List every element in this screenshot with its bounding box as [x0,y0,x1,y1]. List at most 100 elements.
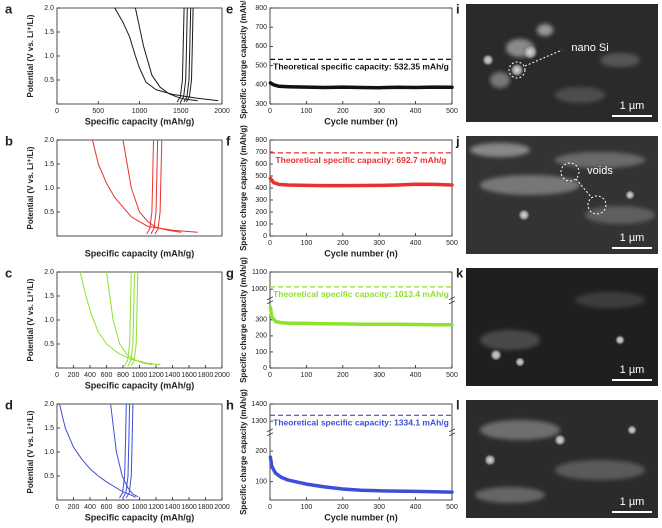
x-tick-label: 1200 [148,504,164,511]
y-axis-label: Potential (V vs. Li⁺/Li) [26,146,35,229]
x-tick-label: 1000 [132,372,148,379]
axis-break [448,296,456,305]
y-tick-label: 500 [255,173,267,180]
y-tick-label: 200 [255,333,267,340]
plot-frame [56,271,223,369]
plot-frame [269,7,453,105]
x-tick-label: 200 [337,240,349,247]
sem-k [466,268,658,386]
y-axis-label: Specific charge capacity (mAh/g) [239,0,248,119]
image-annotation: nano Si [571,42,608,54]
x-axis-label: Specific capacity (mAh/g) [85,116,195,126]
x-tick-label: 1800 [198,372,214,379]
x-tick-label: 400 [410,504,422,511]
data-line [186,7,194,103]
x-tick-label: 800 [117,504,129,511]
x-tick-label: 0 [268,240,272,247]
y-tick-label: 1.5 [44,293,54,300]
y-tick-label: 200 [255,209,267,216]
axis-break [448,428,456,437]
x-tick-label: 400 [84,504,96,511]
y-tick-label: 300 [255,317,267,324]
data-line [154,139,163,235]
plot-frame [56,403,223,501]
data-line [146,139,154,235]
y-tick-label: 100 [255,221,267,228]
x-axis-label: Specific capacity (mAh/g) [85,512,195,522]
y-tick-label: 2.0 [44,5,54,12]
data-line [124,271,132,367]
y-tick-label: 700 [255,149,267,156]
panel-label: l [456,397,460,412]
data-line [268,81,454,90]
x-tick-label: 2000 [214,372,230,379]
y-tick-label: 1100 [252,269,267,276]
x-axis-label: Cycle number (n) [324,116,398,126]
reference-label: Theoretical specific capacity: 692.7 mAh… [275,155,446,165]
y-tick-label: 1.5 [44,29,54,36]
image-annotation: voids [587,165,613,177]
reference-label: Theoretical specific capacity: 532.35 mA… [273,62,449,72]
reference-label: Theoretical specific capacity: 1334.1 mA… [273,418,449,428]
y-axis-label: Potential (V vs. Li⁺/Li) [26,278,35,361]
y-tick-label: 700 [255,24,267,31]
x-axis-label: Cycle number (n) [324,248,398,258]
y-tick-label: 1.0 [44,449,54,456]
y-axis-label: Specific charge capacity (mAh/g) [239,125,248,251]
data-line [134,7,198,102]
y-axis-label: Potential (V vs. Li⁺/Li) [26,410,35,493]
y-tick-label: 0 [263,233,267,240]
y-tick-label: 1300 [251,418,267,425]
scale-bar-label: 1 µm [620,232,645,244]
y-tick-label: 0.5 [44,77,54,84]
x-tick-label: 500 [446,504,458,511]
y-tick-label: 1.5 [44,425,54,432]
x-tick-label: 1800 [198,504,214,511]
y-tick-label: 100 [255,479,267,486]
y-tick-label: 2.0 [44,269,54,276]
x-tick-label: 0 [55,108,59,115]
y-tick-label: 0 [263,365,267,372]
x-tick-label: 500 [446,108,458,115]
x-tick-label: 100 [301,240,313,247]
y-tick-label: 400 [255,82,267,89]
x-axis-label: Specific capacity (mAh/g) [85,380,195,390]
y-tick-label: 100 [255,349,267,356]
y-tick-label: 300 [255,197,267,204]
x-tick-label: 600 [101,372,113,379]
data-line [122,403,131,499]
y-tick-label: 2.0 [44,401,54,408]
y-tick-label: 1.5 [44,161,54,168]
y-tick-label: 300 [255,101,267,108]
data-line [183,7,192,103]
y-tick-label: 0.5 [44,209,54,216]
x-tick-label: 400 [410,240,422,247]
y-axis-label: Specific charge capacity (mAh/g) [239,389,248,515]
data-line [127,271,136,367]
x-tick-label: 200 [68,504,80,511]
panel-label: k [456,265,464,280]
data-line [180,7,188,103]
y-tick-label: 1400 [251,401,267,408]
y-tick-label: 600 [255,161,267,168]
x-tick-label: 400 [410,372,422,379]
x-tick-label: 1600 [181,372,197,379]
scale-bar-label: 1 µm [620,496,645,508]
x-tick-label: 200 [337,108,349,115]
x-tick-label: 200 [337,504,349,511]
data-line [122,139,182,233]
panel-label: e [226,1,233,16]
scale-bar-label: 1 µm [620,100,645,112]
panel-label: g [226,265,234,280]
x-tick-label: 400 [84,372,96,379]
x-tick-label: 0 [268,372,272,379]
x-tick-label: 500 [92,108,104,115]
x-tick-label: 100 [301,108,313,115]
data-line [79,271,161,366]
x-tick-label: 2000 [214,108,230,115]
data-line [110,403,139,498]
data-line [176,7,185,103]
x-tick-label: 300 [373,372,385,379]
y-tick-label: 200 [255,448,267,455]
